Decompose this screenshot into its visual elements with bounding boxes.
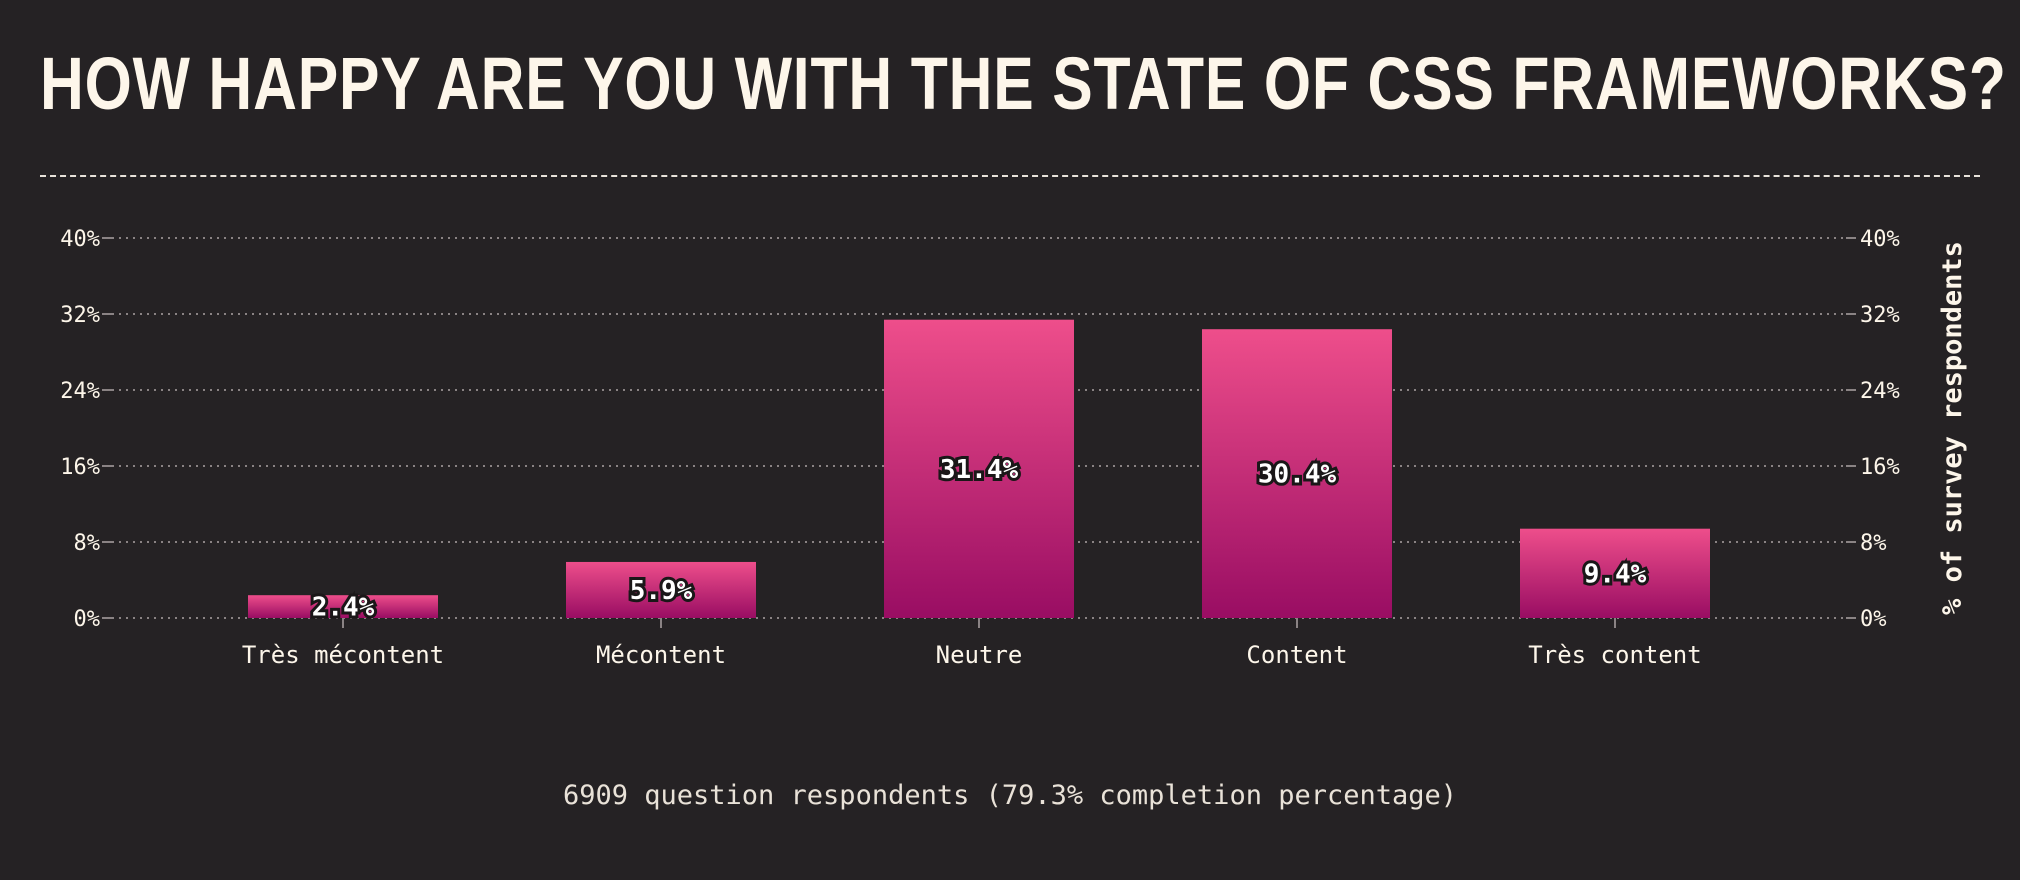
x-category-label: Très content [1528,641,1701,669]
y-tick-label-left: 40% [60,227,100,252]
y-tick-label-left: 8% [74,531,101,556]
right-y-axis: 0% 8% 16% 24% 32% 40% [1846,227,1900,632]
bar-value-label: 5.9% [630,576,693,606]
left-y-axis: 0% 8% 16% 24% 32% 40% [60,227,112,632]
y-tick-label-right: 40% [1860,227,1900,252]
x-category-label: Content [1246,641,1347,669]
bar-value-label: 9.4% [1584,559,1647,589]
x-category-label: Très mécontent [242,641,444,669]
y-tick-label-left: 32% [60,303,100,328]
y-tick-label-right: 8% [1860,531,1887,556]
respondents-footer: 6909 question respondents (79.3% complet… [0,780,2020,811]
x-axis: Très mécontent Mécontent Neutre Content Très… [242,618,1702,669]
bar-value-label: 30.4% [1258,460,1337,490]
y-tick-label-left: 24% [60,379,100,404]
y-tick-label-left: 16% [60,455,100,480]
y-axis-label: % of survey respondents [1937,241,1968,615]
y-tick-label-right: 32% [1860,303,1900,328]
bars: 2.4%5.9%31.4% 30.4%9.4% [248,320,1710,623]
x-category-label: Mécontent [596,641,726,669]
bar-chart: 0%8%16%24%32%40% 0%8%16%24%32%40% 2.4%5.… [0,0,2020,760]
y-tick-label-right: 0% [1860,607,1887,632]
y-tick-label-right: 16% [1860,455,1900,480]
bar-value-label: 31.4% [940,455,1019,485]
x-category-label: Neutre [936,641,1023,669]
y-tick-label-left: 0% [74,607,101,632]
y-tick-label-right: 24% [1860,379,1900,404]
